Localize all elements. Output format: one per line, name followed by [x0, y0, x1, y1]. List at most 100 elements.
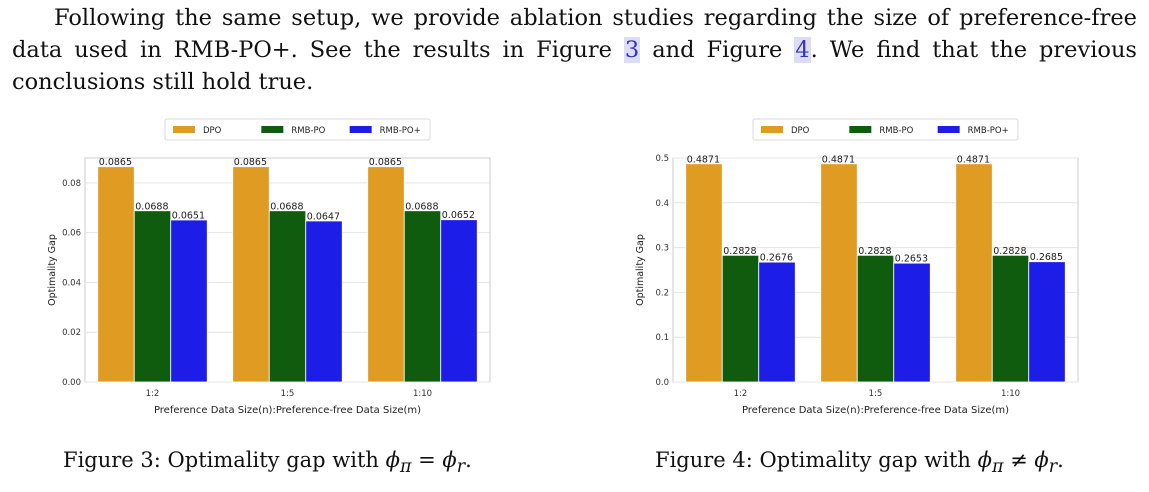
caption-label: Figure 4:: [655, 448, 753, 472]
bar-value-label: 0.2676: [760, 253, 793, 264]
caption-math: ϕ: [442, 448, 457, 472]
caption-text: .: [1057, 448, 1064, 472]
paragraph-text: and Figure: [640, 37, 795, 63]
bar-value-label: 0.0865: [369, 157, 402, 168]
legend-swatch: [349, 126, 372, 133]
bar-value-label: 0.2653: [895, 254, 928, 265]
x-tick-label: 1:10: [413, 389, 432, 399]
bar-dpo: [367, 166, 405, 383]
x-tick-label: 1:5: [281, 389, 295, 399]
bar-rmb-po-: [305, 220, 343, 383]
y-tick-label: 0.04: [62, 278, 81, 288]
legend-label: RMB-PO: [879, 126, 913, 136]
y-axis-label: Optimality Gap: [635, 234, 646, 306]
figure-3-reference-link[interactable]: 3: [623, 37, 641, 63]
figure-4: 0.0 0.1 0.2 0.3 0.4 0.5 Optimality Gap 0.4871 0.…: [628, 112, 1098, 422]
legend-label: DPO: [203, 126, 222, 136]
legend-label: RMB-PO: [291, 126, 325, 136]
x-tick-label: 1:2: [146, 389, 160, 399]
figure-4-bar-chart: 0.0 0.1 0.2 0.3 0.4 0.5 Optimality Gap 0.4871 0.…: [635, 118, 1079, 416]
bar-rmb-po-: [170, 219, 208, 383]
bar-dpo: [97, 166, 135, 383]
legend-box: [752, 118, 1019, 141]
caption-text: Optimality gap with: [167, 448, 379, 472]
figure-4-reference-link[interactable]: 4: [794, 37, 811, 63]
legend-swatch: [261, 126, 284, 133]
caption-math: π: [399, 457, 412, 478]
caption-label: Figure 3:: [63, 448, 161, 472]
legend-swatch: [849, 126, 872, 133]
bar-value-label: 0.4871: [687, 154, 720, 165]
figure-4-caption: Figure 4: Optimality gap with ϕπ ≠ ϕr.: [655, 448, 1064, 477]
paragraph-text: Following the same setup, we provide abl…: [12, 5, 1137, 63]
legend-swatch: [173, 126, 195, 133]
bar-value-label: 0.0647: [307, 211, 340, 222]
caption-math: ϕ: [977, 448, 992, 472]
legend-label: RMB-PO+: [968, 126, 1009, 136]
y-tick-label: 0.1: [655, 333, 669, 343]
bar-value-label: 0.0688: [135, 201, 168, 212]
legend: DPO RMB-PO RMB-PO+: [752, 118, 1019, 141]
legend: DPO RMB-PO RMB-PO+: [164, 118, 431, 141]
bar-value-label: 0.0688: [270, 201, 303, 212]
bar-rmb-po-: [1028, 261, 1066, 383]
bar-value-label: 0.2828: [858, 246, 891, 257]
y-tick-label: 0.3: [655, 244, 669, 254]
y-tick-label: 0.06: [62, 229, 81, 239]
bar-rmb-po: [133, 210, 172, 383]
bar-value-label: 0.2828: [723, 246, 756, 257]
body-paragraph: Following the same setup, we provide abl…: [12, 2, 1137, 98]
bar-rmb-po: [268, 210, 307, 383]
caption-text: Optimality gap with: [759, 448, 971, 472]
figure-3: 0.00 0.02 0.04 0.06 0.08 Optimality Gap 0.0865…: [40, 112, 510, 422]
bar-rmb-po-: [440, 219, 478, 383]
legend-swatch: [761, 126, 783, 133]
bar-value-label: 0.4871: [957, 154, 990, 165]
caption-math: π: [991, 457, 1004, 478]
x-tick-label: 1:5: [869, 389, 883, 399]
legend-swatch: [937, 126, 960, 133]
caption-text: .: [465, 448, 472, 472]
y-axis-label: Optimality Gap: [47, 234, 58, 306]
bar-value-label: 0.0688: [405, 201, 438, 212]
figure-3-bar-chart: 0.00 0.02 0.04 0.06 0.08 Optimality Gap 0.0865…: [47, 118, 491, 416]
bar-rmb-po: [991, 254, 1030, 383]
caption-math: =: [411, 448, 443, 472]
legend-box: [164, 118, 431, 141]
bar-rmb-po-: [893, 262, 931, 383]
bar-rmb-po-: [758, 261, 796, 383]
y-tick-label: 0.02: [62, 328, 81, 338]
bar-value-label: 0.0652: [442, 210, 475, 221]
y-tick-label: 0.0: [655, 378, 669, 388]
bar-value-label: 0.2685: [1030, 252, 1063, 263]
bar-value-label: 0.0651: [172, 210, 205, 221]
x-tick-label: 1:2: [734, 389, 748, 399]
x-axis-label: Preference Data Size(n):Preference-free …: [154, 405, 421, 416]
y-tick-label: 0.5: [655, 154, 669, 164]
x-axis-label: Preference Data Size(n):Preference-free …: [742, 405, 1009, 416]
bar-value-label: 0.2828: [993, 246, 1026, 257]
bar-rmb-po: [856, 254, 895, 383]
x-tick-label: 1:10: [1001, 389, 1020, 399]
caption-math: ≠: [1003, 448, 1035, 472]
caption-math: ϕ: [385, 448, 400, 472]
bar-value-label: 0.0865: [234, 157, 267, 168]
bar-dpo: [685, 163, 723, 383]
paragraph-text: . We find that the previous conclusions …: [12, 37, 1137, 95]
bar-rmb-po: [721, 254, 760, 383]
bar-dpo: [820, 163, 858, 383]
y-tick-label: 0.2: [655, 288, 669, 298]
figure-3-caption: Figure 3: Optimality gap with ϕπ = ϕr.: [63, 448, 472, 477]
y-tick-label: 0.08: [62, 179, 81, 189]
legend-label: RMB-PO+: [380, 126, 421, 136]
caption-math: ϕ: [1034, 448, 1049, 472]
y-tick-label: 0.4: [655, 199, 669, 209]
caption-math: r: [1048, 457, 1058, 478]
bar-value-label: 0.4871: [822, 154, 855, 165]
bar-dpo: [955, 163, 993, 383]
bar-dpo: [232, 166, 270, 383]
bar-rmb-po: [403, 210, 442, 383]
caption-math: r: [456, 457, 466, 478]
legend-label: DPO: [791, 126, 810, 136]
bar-value-label: 0.0865: [99, 157, 132, 168]
